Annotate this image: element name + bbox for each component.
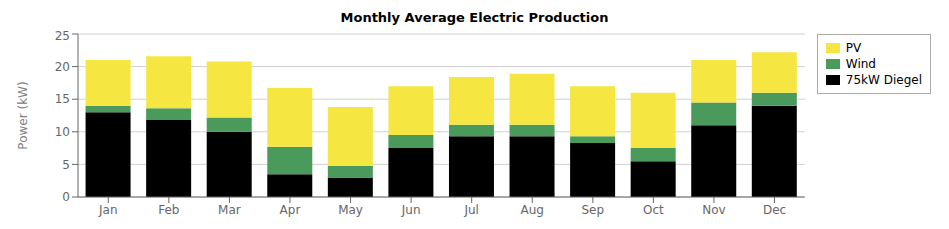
svg-text:0: 0 [62,190,70,204]
svg-text:Jul: Jul [463,203,478,217]
svg-text:Power (kW): Power (kW) [16,81,30,149]
svg-text:Oct: Oct [643,203,664,217]
html-text:Monthly Average Electric Produ: Monthly Average Electric Production [340,10,609,25]
svg-text:5: 5 [62,158,70,172]
svg-text:25: 25 [55,29,70,43]
svg-text:Jan: Jan [98,203,118,217]
svg-text:Feb: Feb [158,203,179,217]
svg-text:Dec: Dec [763,203,786,217]
svg-text:Sep: Sep [582,203,605,217]
html-text:Wind: Wind [845,57,876,71]
svg-text:15: 15 [55,92,70,106]
svg-text:Aug: Aug [521,203,544,217]
svg-text:Apr: Apr [280,203,301,217]
svg-text:Jun: Jun [401,203,421,217]
svg-text:10: 10 [55,125,70,139]
svg-text:May: May [338,203,363,217]
html-text:PV: PV [845,41,862,55]
svg-text:20: 20 [55,60,70,74]
svg-text:Mar: Mar [218,203,241,217]
html-text:75kW Diegel: 75kW Diegel [845,73,922,87]
svg-text:Nov: Nov [702,203,725,217]
